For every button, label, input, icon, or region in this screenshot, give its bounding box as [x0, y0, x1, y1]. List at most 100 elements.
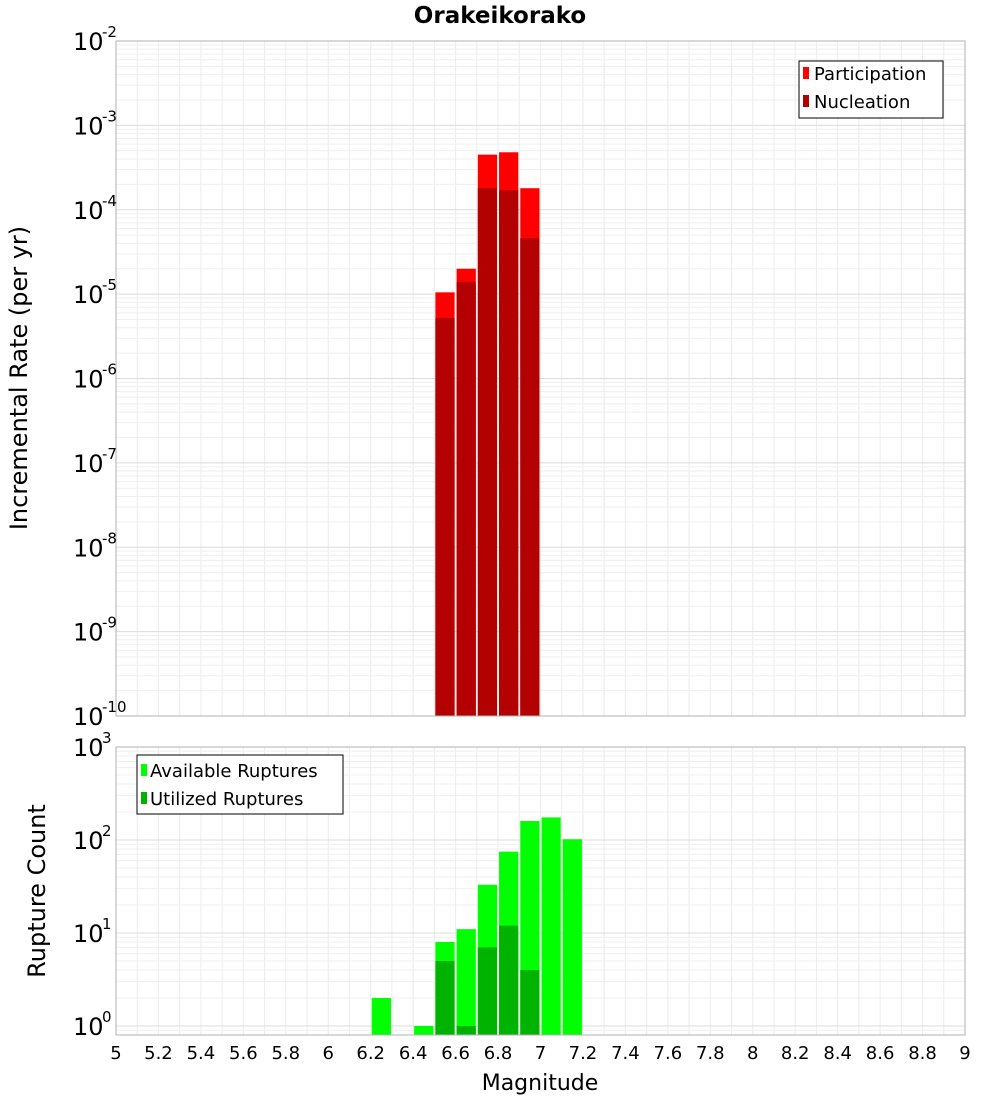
- bottom-bar-utilized-ruptures: [499, 925, 519, 1035]
- top-bar-nucleation: [499, 190, 519, 716]
- top-y-tick-exponent: -3: [102, 107, 117, 125]
- top-y-tick-exponent: -5: [102, 276, 117, 294]
- top-y-tick-exponent: -8: [102, 529, 117, 547]
- top-y-tick-exponent: -9: [102, 614, 117, 632]
- bottom-plot-frame: [115, 746, 966, 1036]
- top-legend-box: [798, 60, 944, 119]
- bottom-bar-utilized-ruptures: [520, 969, 540, 1035]
- top-y-tick-label: 10-3: [73, 107, 117, 140]
- top-y-tick-exponent: -6: [102, 361, 117, 379]
- bottom-bar-utilized-ruptures: [435, 960, 455, 1035]
- bottom-bar-available-ruptures: [414, 1025, 434, 1035]
- top-y-tick-label: 10-4: [73, 192, 117, 225]
- bottom-y-tick-exponent: 0: [102, 1008, 112, 1026]
- top-y-tick-base: 10: [73, 703, 104, 731]
- bottom-plot-grid: [115, 746, 966, 1036]
- bottom-legend-box: [136, 754, 344, 815]
- bottom-plot-bars: [371, 817, 582, 1035]
- x-tick-label: 6.2: [356, 1043, 385, 1064]
- x-tick-label: 5.6: [229, 1043, 258, 1064]
- top-plot-bars: [435, 152, 540, 717]
- bottom-y-tick-label: 102: [73, 822, 112, 855]
- top-y-tick-base: 10: [73, 534, 104, 562]
- x-tick-label: 8.8: [908, 1043, 937, 1064]
- top-y-tick-exponent: -7: [102, 445, 117, 463]
- top-y-axis-label: Incremental Rate (per yr): [5, 226, 33, 530]
- top-y-tick-base: 10: [73, 366, 104, 394]
- x-tick-label: 7: [535, 1043, 546, 1064]
- top-y-tick-base: 10: [73, 281, 104, 309]
- x-tick-labels: 5 5.2 5.4 5.6 5.8 6 6.2 6.4 6.6 6.8 7 7.2 7.4 7.6 7.8 8…: [110, 1043, 970, 1064]
- top-y-tick-exponent: -2: [102, 23, 117, 41]
- top-legend: Participation Nucleation: [798, 60, 944, 119]
- bottom-bar-utilized-ruptures: [477, 947, 498, 1035]
- top-bar-nucleation: [435, 318, 455, 716]
- chart-title: Orakeikorako: [414, 3, 586, 29]
- top-y-tick-label: 10-6: [73, 361, 117, 394]
- x-tick-label: 5.2: [144, 1043, 173, 1064]
- top-y-tick-label: 10-10: [73, 698, 127, 731]
- top-bar-nucleation: [477, 188, 498, 717]
- bottom-y-tick-label: 100: [73, 1008, 112, 1041]
- legend-label-utilized-ruptures: Utilized Ruptures: [150, 789, 303, 810]
- legend-swatch-participation: [803, 67, 809, 79]
- bottom-y-axis-label: Rupture Count: [23, 804, 51, 978]
- top-y-tick-base: 10: [73, 197, 104, 225]
- x-tick-label: 6.4: [399, 1043, 428, 1064]
- bottom-y-tick-base: 10: [73, 827, 104, 855]
- top-y-tick-label: 10-7: [73, 445, 117, 478]
- bottom-y-tick-base: 10: [73, 734, 104, 762]
- bottom-bar-available-ruptures: [456, 929, 476, 1035]
- top-plot-grid: [115, 40, 966, 717]
- legend-label-nucleation: Nucleation: [814, 92, 910, 113]
- x-tick-label: 9: [959, 1043, 970, 1064]
- x-tick-label: 8.2: [781, 1043, 810, 1064]
- x-tick-label: 6.6: [441, 1043, 470, 1064]
- top-y-tick-base: 10: [73, 619, 104, 647]
- x-tick-label: 8.4: [823, 1043, 852, 1064]
- legend-swatch-utilized-ruptures: [141, 792, 147, 804]
- x-tick-label: 6: [323, 1043, 334, 1064]
- bottom-y-tick-exponent: 2: [102, 822, 112, 840]
- bottom-y-tick-label: 103: [73, 729, 112, 762]
- bottom-y-tick-base: 10: [73, 1013, 104, 1041]
- bottom-y-tick-exponent: 3: [102, 729, 112, 747]
- bottom-bar-available-ruptures: [541, 817, 561, 1035]
- top-y-tick-exponent: -4: [102, 192, 117, 210]
- legend-label-available-ruptures: Available Ruptures: [150, 761, 318, 782]
- bottom-bar-available-ruptures: [562, 839, 582, 1035]
- top-y-tick-base: 10: [73, 28, 104, 56]
- legend-swatch-available-ruptures: [141, 764, 147, 776]
- bottom-y-tick-label: 101: [73, 915, 112, 948]
- top-y-tick-label: 10-5: [73, 276, 117, 309]
- top-y-tick-label: 10-8: [73, 529, 117, 562]
- bottom-y-tick-exponent: 1: [102, 915, 112, 933]
- x-tick-label: 5: [110, 1043, 121, 1064]
- x-tick-label: 8.6: [866, 1043, 895, 1064]
- x-tick-label: 7.2: [569, 1043, 598, 1064]
- x-axis-label: Magnitude: [482, 1071, 599, 1096]
- top-y-tick-label: 10-2: [73, 23, 117, 56]
- top-plot-frame: [115, 40, 966, 717]
- x-tick-label: 5.4: [187, 1043, 216, 1064]
- bottom-bar-utilized-ruptures: [456, 1025, 476, 1035]
- top-y-tick-label: 10-9: [73, 614, 117, 647]
- legend-swatch-nucleation: [803, 95, 809, 107]
- x-tick-label: 7.6: [654, 1043, 683, 1064]
- bottom-bar-available-ruptures: [371, 997, 391, 1035]
- x-tick-label: 7.4: [611, 1043, 640, 1064]
- bottom-legend: Available Ruptures Utilized Ruptures: [136, 754, 344, 815]
- x-tick-label: 6.8: [484, 1043, 513, 1064]
- x-tick-label: 5.8: [271, 1043, 300, 1064]
- top-y-tick-base: 10: [73, 450, 104, 478]
- legend-label-participation: Participation: [814, 64, 926, 85]
- x-tick-label: 8: [747, 1043, 758, 1064]
- bottom-y-tick-base: 10: [73, 920, 104, 948]
- top-bar-nucleation: [520, 238, 540, 716]
- top-y-tick-exponent: -10: [102, 698, 127, 716]
- x-tick-label: 7.8: [696, 1043, 725, 1064]
- top-bar-nucleation: [456, 281, 476, 716]
